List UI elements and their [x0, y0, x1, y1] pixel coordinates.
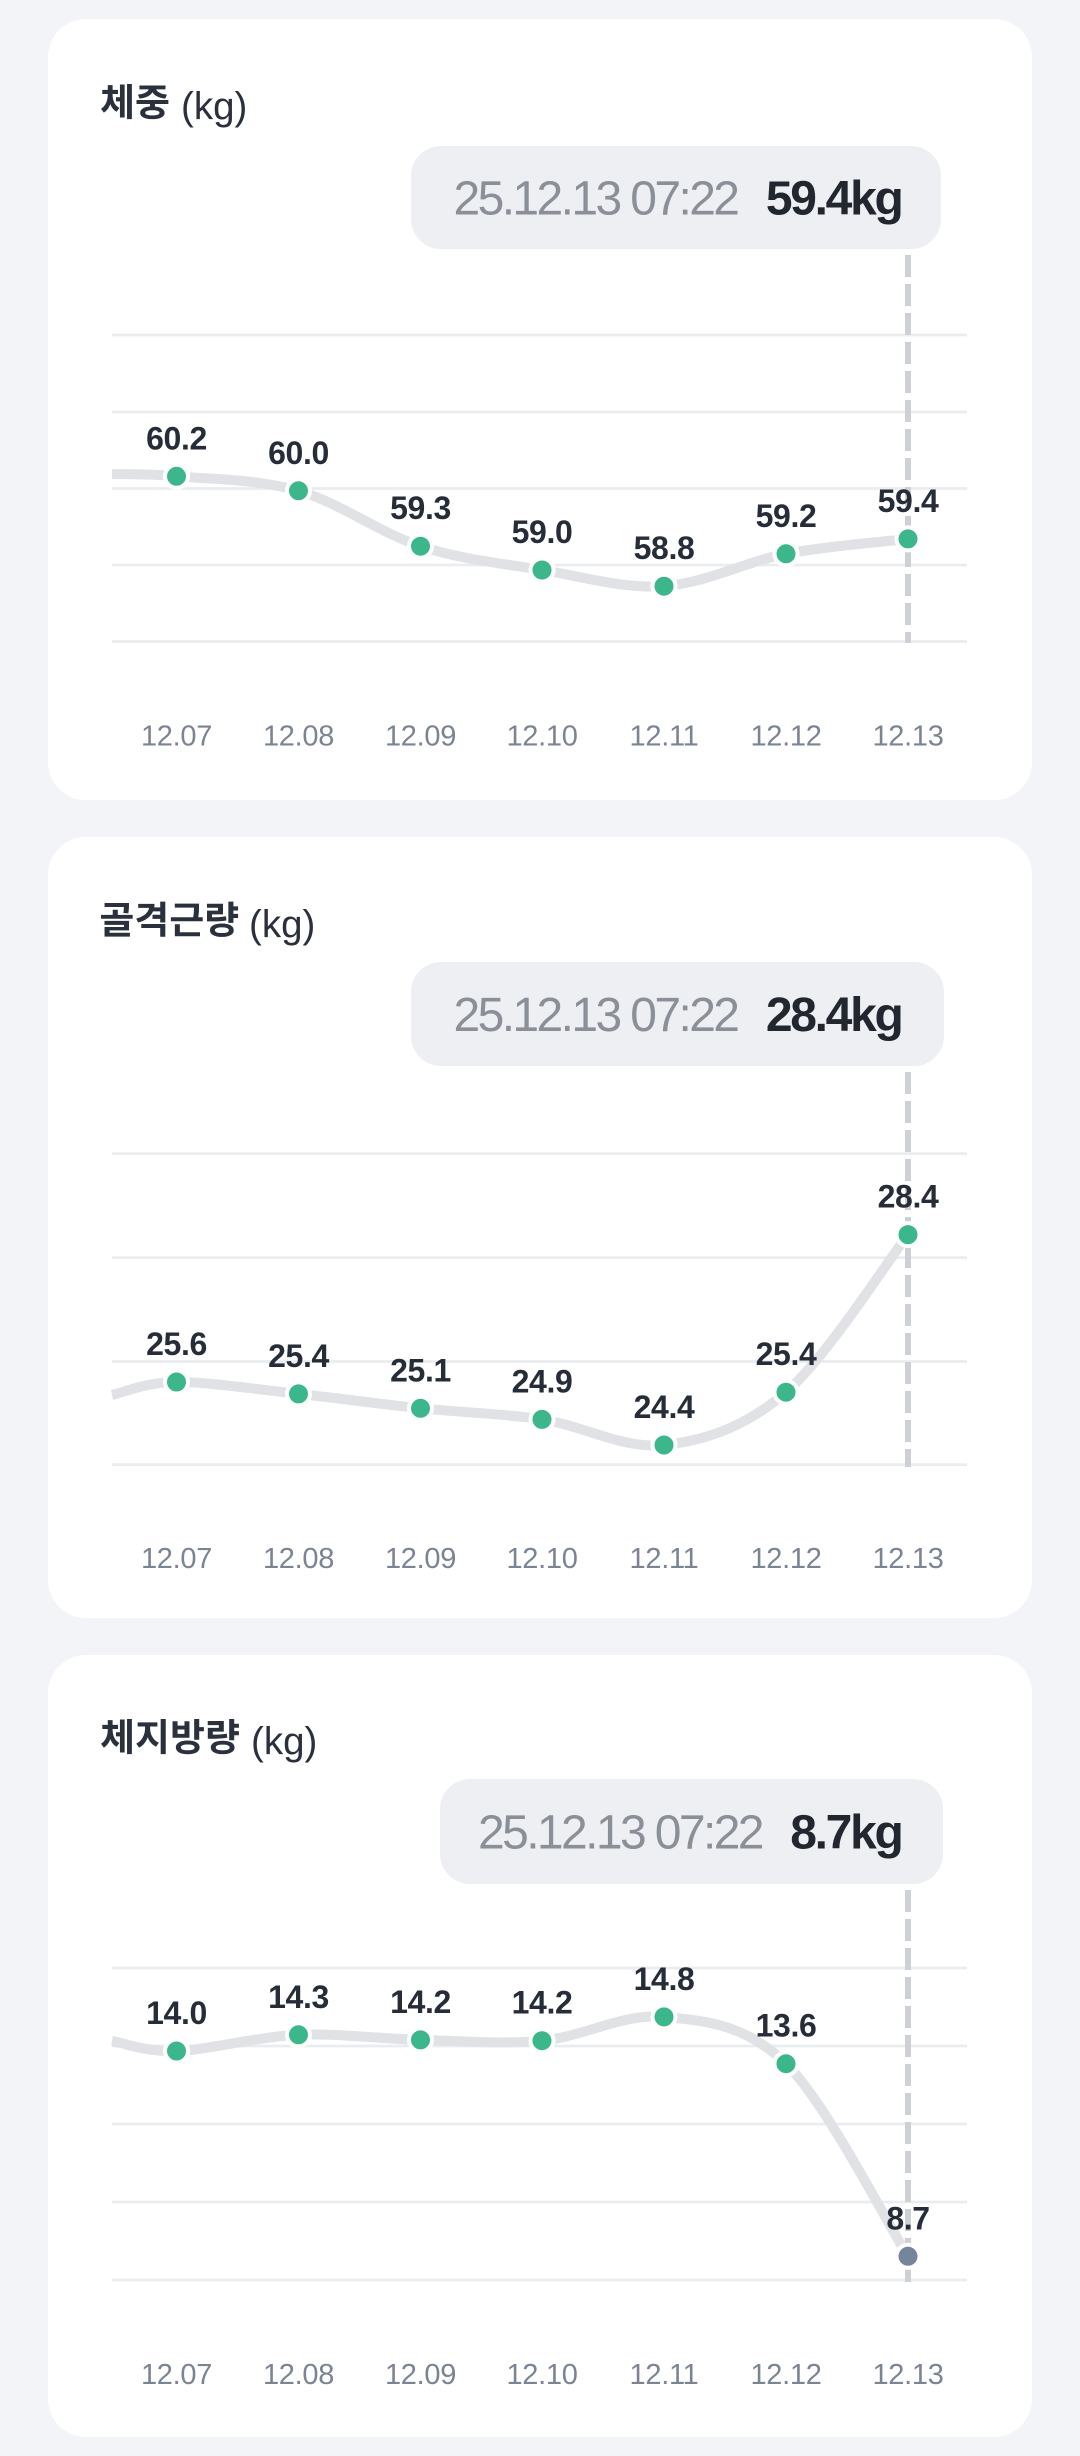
svg-text:59.2: 59.2	[756, 498, 817, 534]
svg-text:28.4: 28.4	[878, 1179, 939, 1215]
svg-text:25.4: 25.4	[756, 1336, 817, 1372]
svg-text:13.6: 13.6	[756, 2008, 817, 2044]
svg-text:12.12: 12.12	[750, 721, 821, 753]
svg-text:28.4kg: 28.4kg	[766, 989, 902, 1042]
svg-text:12.08: 12.08	[263, 2359, 334, 2391]
svg-text:14.2: 14.2	[390, 1984, 451, 2020]
svg-text:12.11: 12.11	[630, 1543, 699, 1575]
svg-text:25.6: 25.6	[146, 1326, 207, 1362]
svg-text:12.07: 12.07	[141, 2359, 212, 2391]
svg-text:25.12.13 07:22: 25.12.13 07:22	[478, 1807, 763, 1860]
svg-text:12.11: 12.11	[630, 2359, 699, 2391]
svg-text:12.09: 12.09	[385, 1543, 456, 1575]
svg-text:59.4kg: 59.4kg	[766, 173, 902, 226]
svg-text:12.10: 12.10	[506, 2359, 577, 2391]
svg-text:59.4: 59.4	[878, 483, 939, 519]
svg-text:(kg): (kg)	[251, 1721, 317, 1764]
svg-text:12.07: 12.07	[141, 721, 212, 753]
svg-text:58.8: 58.8	[634, 530, 695, 566]
svg-text:12.10: 12.10	[506, 721, 577, 753]
svg-text:8.7kg: 8.7kg	[790, 1807, 901, 1860]
svg-text:60.0: 60.0	[268, 435, 329, 471]
svg-text:12.09: 12.09	[385, 2359, 456, 2391]
svg-text:12.13: 12.13	[872, 721, 943, 753]
svg-text:25.12.13 07:22: 25.12.13 07:22	[454, 173, 739, 226]
svg-text:25.4: 25.4	[268, 1338, 329, 1374]
svg-text:12.09: 12.09	[385, 721, 456, 753]
svg-text:59.0: 59.0	[512, 514, 573, 550]
svg-text:24.9: 24.9	[512, 1363, 573, 1399]
svg-text:14.0: 14.0	[146, 1995, 207, 2031]
svg-text:25.1: 25.1	[390, 1352, 451, 1388]
svg-text:59.3: 59.3	[390, 490, 451, 526]
svg-text:60.2: 60.2	[146, 420, 207, 456]
svg-text:12.13: 12.13	[872, 1543, 943, 1575]
svg-text:14.3: 14.3	[268, 1979, 329, 2015]
svg-text:25.12.13 07:22: 25.12.13 07:22	[454, 989, 739, 1042]
svg-text:12.13: 12.13	[872, 2359, 943, 2391]
svg-text:8.7: 8.7	[886, 2200, 929, 2236]
svg-text:14.8: 14.8	[634, 1961, 695, 1997]
svg-text:12.08: 12.08	[263, 1543, 334, 1575]
svg-text:12.12: 12.12	[750, 2359, 821, 2391]
svg-text:12.07: 12.07	[141, 1543, 212, 1575]
svg-text:24.4: 24.4	[634, 1389, 695, 1425]
svg-text:(kg): (kg)	[249, 903, 315, 946]
svg-text:14.2: 14.2	[512, 1985, 573, 2021]
svg-text:(kg): (kg)	[181, 86, 247, 129]
svg-text:12.10: 12.10	[506, 1543, 577, 1575]
svg-text:12.12: 12.12	[750, 1543, 821, 1575]
svg-text:12.08: 12.08	[263, 721, 334, 753]
svg-text:12.11: 12.11	[630, 721, 699, 753]
